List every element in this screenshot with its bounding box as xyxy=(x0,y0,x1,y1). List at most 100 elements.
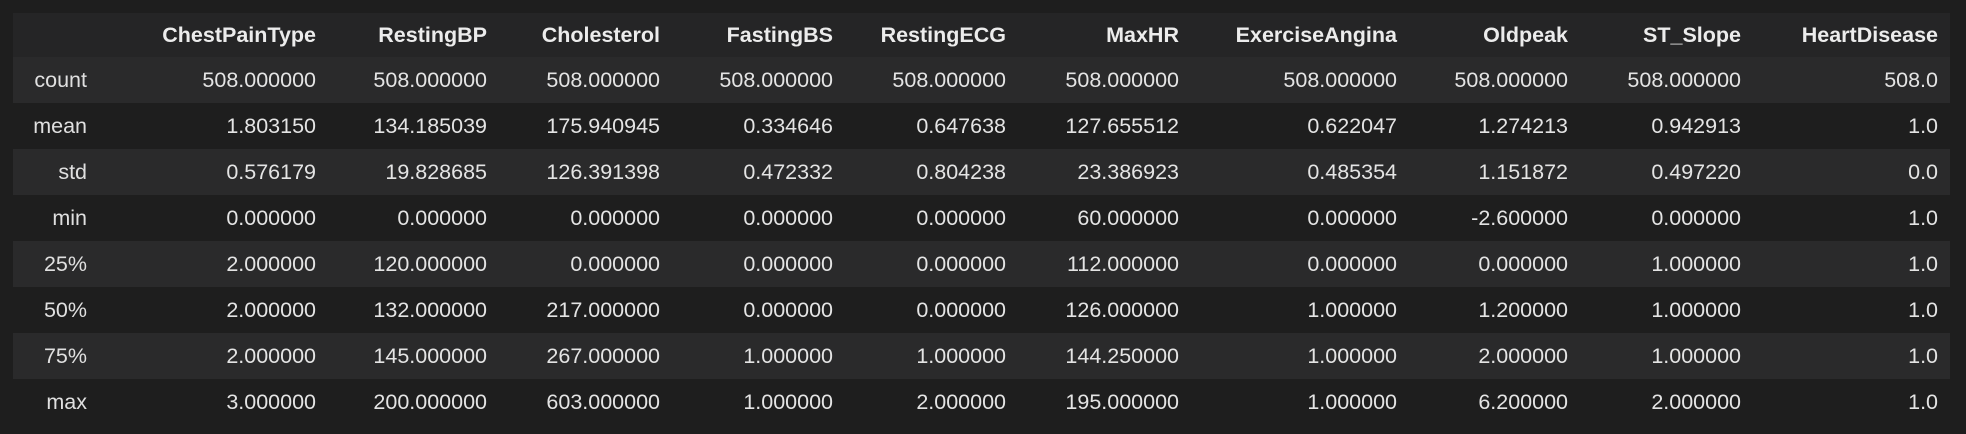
table-row: 75% 2.000000 145.000000 267.000000 1.000… xyxy=(13,333,1950,379)
table-cell: 134.185039 xyxy=(328,103,499,149)
table-cell: 0.485354 xyxy=(1191,149,1409,195)
table-cell: 508.000000 xyxy=(1409,57,1580,103)
table-cell: 0.000000 xyxy=(1191,241,1409,287)
table-cell: 2.000000 xyxy=(101,333,328,379)
column-header: Oldpeak xyxy=(1409,13,1580,57)
table-cell: 0.000000 xyxy=(672,287,845,333)
table-cell: 0.472332 xyxy=(672,149,845,195)
table-cell: 603.000000 xyxy=(499,379,672,425)
table-cell: 132.000000 xyxy=(328,287,499,333)
table-cell: 1.000000 xyxy=(1580,333,1753,379)
row-index: max xyxy=(13,379,101,425)
table-cell: 112.000000 xyxy=(1018,241,1191,287)
table-cell: 1.000000 xyxy=(1191,379,1409,425)
table-cell: 126.000000 xyxy=(1018,287,1191,333)
row-index: 75% xyxy=(13,333,101,379)
table-cell: 1.0 xyxy=(1753,103,1950,149)
table-cell: 1.0 xyxy=(1753,241,1950,287)
row-index: mean xyxy=(13,103,101,149)
table-cell: 0.804238 xyxy=(845,149,1018,195)
table-cell: 217.000000 xyxy=(499,287,672,333)
table-cell: 267.000000 xyxy=(499,333,672,379)
table-cell: 0.497220 xyxy=(1580,149,1753,195)
column-header: MaxHR xyxy=(1018,13,1191,57)
table-header: ChestPainType RestingBP Cholesterol Fast… xyxy=(13,13,1950,57)
table-cell: 1.000000 xyxy=(1191,333,1409,379)
table-cell: 1.000000 xyxy=(1191,287,1409,333)
column-header: ExerciseAngina xyxy=(1191,13,1409,57)
column-header: ST_Slope xyxy=(1580,13,1753,57)
table-body: count 508.000000 508.000000 508.000000 5… xyxy=(13,57,1950,425)
row-index: 25% xyxy=(13,241,101,287)
table-cell: 0.000000 xyxy=(845,241,1018,287)
table-cell: 1.274213 xyxy=(1409,103,1580,149)
table-cell: -2.600000 xyxy=(1409,195,1580,241)
table-cell: 1.0 xyxy=(1753,195,1950,241)
table-cell: 1.000000 xyxy=(1580,287,1753,333)
table-row: 50% 2.000000 132.000000 217.000000 0.000… xyxy=(13,287,1950,333)
table-cell: 2.000000 xyxy=(845,379,1018,425)
table-cell: 0.576179 xyxy=(101,149,328,195)
table-cell: 2.000000 xyxy=(1409,333,1580,379)
table-row: count 508.000000 508.000000 508.000000 5… xyxy=(13,57,1950,103)
table-cell: 126.391398 xyxy=(499,149,672,195)
table-cell: 0.000000 xyxy=(499,195,672,241)
column-header: ChestPainType xyxy=(101,13,328,57)
describe-table: ChestPainType RestingBP Cholesterol Fast… xyxy=(13,13,1950,425)
table-cell: 0.000000 xyxy=(672,195,845,241)
table-cell: 1.803150 xyxy=(101,103,328,149)
table-cell: 0.000000 xyxy=(1580,195,1753,241)
row-index: 50% xyxy=(13,287,101,333)
table-cell: 1.000000 xyxy=(672,333,845,379)
table-row: max 3.000000 200.000000 603.000000 1.000… xyxy=(13,379,1950,425)
row-index: count xyxy=(13,57,101,103)
table-cell: 508.000000 xyxy=(328,57,499,103)
table-cell: 2.000000 xyxy=(1580,379,1753,425)
table-row: mean 1.803150 134.185039 175.940945 0.33… xyxy=(13,103,1950,149)
column-header: RestingECG xyxy=(845,13,1018,57)
table-cell: 1.000000 xyxy=(672,379,845,425)
table-cell: 0.000000 xyxy=(845,287,1018,333)
table-cell: 1.0 xyxy=(1753,379,1950,425)
column-header: FastingBS xyxy=(672,13,845,57)
table-cell: 144.250000 xyxy=(1018,333,1191,379)
table-cell: 0.647638 xyxy=(845,103,1018,149)
table-cell: 1.200000 xyxy=(1409,287,1580,333)
table-cell: 2.000000 xyxy=(101,241,328,287)
table-cell: 120.000000 xyxy=(328,241,499,287)
table-cell: 0.000000 xyxy=(672,241,845,287)
row-index: std xyxy=(13,149,101,195)
table-cell: 508.000000 xyxy=(101,57,328,103)
table-row: std 0.576179 19.828685 126.391398 0.4723… xyxy=(13,149,1950,195)
table-cell: 19.828685 xyxy=(328,149,499,195)
table-cell: 0.000000 xyxy=(101,195,328,241)
table-cell: 0.0 xyxy=(1753,149,1950,195)
table-cell: 145.000000 xyxy=(328,333,499,379)
table-cell: 1.0 xyxy=(1753,333,1950,379)
index-header xyxy=(13,13,101,57)
table-cell: 0.000000 xyxy=(499,241,672,287)
table-cell: 508.000000 xyxy=(1018,57,1191,103)
table-cell: 1.151872 xyxy=(1409,149,1580,195)
table-cell: 0.622047 xyxy=(1191,103,1409,149)
table-cell: 200.000000 xyxy=(328,379,499,425)
table-cell: 508.000000 xyxy=(1191,57,1409,103)
table-cell: 508.000000 xyxy=(845,57,1018,103)
table-cell: 3.000000 xyxy=(101,379,328,425)
table-cell: 2.000000 xyxy=(101,287,328,333)
table-cell: 0.000000 xyxy=(328,195,499,241)
table-cell: 175.940945 xyxy=(499,103,672,149)
table-cell: 0.000000 xyxy=(1409,241,1580,287)
table-cell: 0.334646 xyxy=(672,103,845,149)
header-row: ChestPainType RestingBP Cholesterol Fast… xyxy=(13,13,1950,57)
table-cell: 508.0 xyxy=(1753,57,1950,103)
table-cell: 0.000000 xyxy=(1191,195,1409,241)
table-cell: 1.000000 xyxy=(1580,241,1753,287)
output-cell: ChestPainType RestingBP Cholesterol Fast… xyxy=(13,13,1950,425)
table-cell: 508.000000 xyxy=(499,57,672,103)
table-cell: 508.000000 xyxy=(672,57,845,103)
column-header: RestingBP xyxy=(328,13,499,57)
table-cell: 60.000000 xyxy=(1018,195,1191,241)
table-cell: 6.200000 xyxy=(1409,379,1580,425)
row-index: min xyxy=(13,195,101,241)
